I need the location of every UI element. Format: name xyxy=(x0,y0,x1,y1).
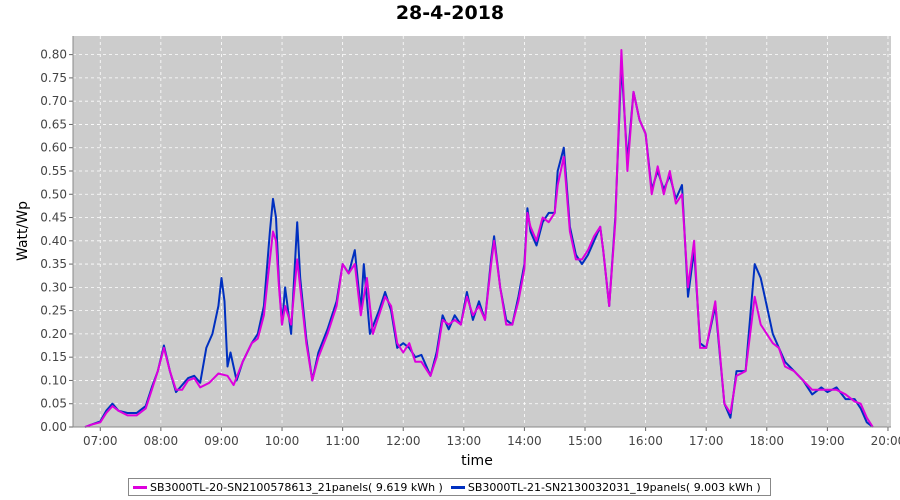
legend: SB3000TL-20-SN2100578613_21panels( 9.619… xyxy=(128,478,771,496)
x-tick-label: 14:00 xyxy=(507,434,542,448)
x-tick-label: 15:00 xyxy=(568,434,603,448)
x-tick-label: 10:00 xyxy=(265,434,300,448)
x-tick-label: 18:00 xyxy=(749,434,784,448)
series-layer xyxy=(84,49,874,428)
y-tick-label: 0.80 xyxy=(40,48,67,62)
y-tick-label: 0.45 xyxy=(40,211,67,225)
x-tick-label: 19:00 xyxy=(810,434,845,448)
grid-lines xyxy=(73,36,891,428)
y-tick-label: 0.75 xyxy=(40,71,67,85)
y-tick-label: 0.35 xyxy=(40,257,67,271)
x-tick-label: 16:00 xyxy=(628,434,663,448)
plot-area xyxy=(73,36,891,427)
y-tick-label: 0.25 xyxy=(40,304,67,318)
series-line-1 xyxy=(84,49,874,428)
legend-item-1: SB3000TL-20-SN2100578613_21panels( 9.619… xyxy=(133,481,443,494)
x-axis-label: time xyxy=(461,453,493,469)
x-tick-label: 12:00 xyxy=(386,434,421,448)
y-tick-label: 0.60 xyxy=(40,141,67,155)
y-tick-label: 0.65 xyxy=(40,117,67,131)
legend-swatch xyxy=(450,485,465,489)
x-tick-label: 17:00 xyxy=(689,434,724,448)
y-tick-label: 0.05 xyxy=(40,397,67,411)
x-tick-label: 13:00 xyxy=(447,434,482,448)
y-tick-label: 0.10 xyxy=(40,373,67,387)
y-tick-label: 0.20 xyxy=(40,327,67,341)
y-tick-label: 0.30 xyxy=(40,280,67,294)
legend-item-2: SB3000TL-21-SN2130032031_19panels( 9.003… xyxy=(450,480,761,494)
y-tick-label: 0.50 xyxy=(40,187,67,201)
x-tick-label: 09:00 xyxy=(204,434,239,448)
y-tick-label: 0.70 xyxy=(40,94,67,108)
x-tick-label: 20:00 xyxy=(871,434,900,448)
y-axis-label: Watt/Wp xyxy=(15,201,31,261)
legend-label: SB3000TL-20-SN2100578613_21panels( 9.619… xyxy=(150,480,443,494)
x-tick-label: 07:00 xyxy=(83,434,118,448)
legend-label: SB3000TL-21-SN2130032031_19panels( 9.003… xyxy=(467,480,761,494)
y-tick-label: 0.55 xyxy=(40,164,67,178)
legend-swatch xyxy=(133,485,147,489)
x-tick-label: 08:00 xyxy=(144,434,179,448)
x-tick-label: 11:00 xyxy=(325,434,360,448)
y-tick-label: 0.40 xyxy=(40,234,67,248)
chart-title: 28-4-2018 xyxy=(395,2,505,24)
y-tick-label: 0.00 xyxy=(40,420,67,434)
axes: 0.00 0.05 0.10 0.15 0.20 0.25 0.30 0.35 0.40 0.45… xyxy=(40,36,900,448)
y-tick-label: 0.15 xyxy=(40,350,67,364)
